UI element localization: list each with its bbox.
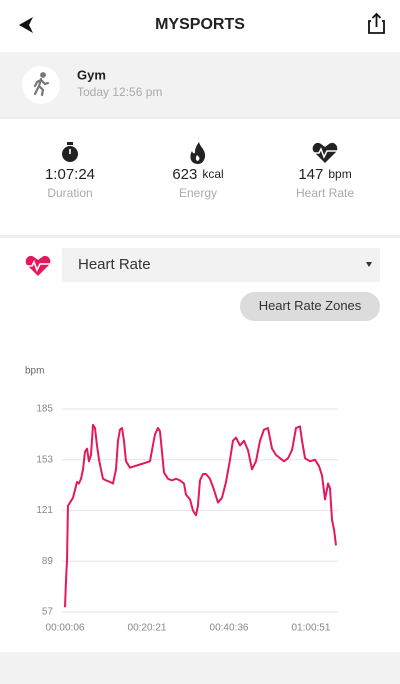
y-tick-label: 153 [36, 454, 53, 465]
stat-unit: bpm [328, 167, 351, 181]
y-tick-label: 89 [42, 556, 54, 567]
y-tick-label: 121 [36, 505, 53, 516]
stat-value: 623 kcal [172, 166, 223, 183]
stat-value: 147 bpm [298, 166, 351, 183]
energy-icon [190, 142, 206, 164]
x-tick-label: 00:20:21 [128, 623, 167, 634]
metric-icon [24, 255, 52, 276]
activity-icon-figure [33, 72, 50, 97]
stat-number: 147 [298, 166, 323, 183]
back-button[interactable] [19, 17, 33, 33]
chart: 57 89 121 153 185 00:00:06 00:20:21 00:40:36 01:… [36, 404, 338, 634]
stat-label: Duration [47, 186, 92, 200]
stat-label: Heart Rate [296, 186, 354, 200]
stat-number: 623 [172, 166, 197, 183]
activity-time: Today 12:56 pm [77, 85, 162, 99]
y-tick-label: 57 [42, 607, 54, 618]
duration-icon [62, 142, 78, 162]
metric-dropdown[interactable] [62, 248, 380, 282]
dropdown-arrow [366, 262, 372, 267]
heart-rate-line [64, 423, 338, 608]
heart-rate-icon [312, 142, 338, 163]
x-tick-label: 00:00:06 [46, 623, 85, 634]
activity-icon [22, 66, 60, 104]
activity-band [0, 52, 400, 118]
divider [0, 235, 400, 238]
y-axis-label: bpm [25, 366, 44, 377]
activity-name: Gym [77, 67, 106, 82]
share-button[interactable] [368, 12, 385, 34]
stat-value: 1:07:24 [45, 166, 95, 183]
x-tick-label: 01:00:51 [292, 623, 331, 634]
stat-unit: kcal [202, 167, 223, 181]
zones-button-label: Heart Rate Zones [259, 298, 362, 313]
stat-label: Energy [179, 186, 217, 200]
x-tick-label: 00:40:36 [210, 623, 249, 634]
zones-button[interactable] [240, 292, 380, 321]
y-tick-label: 185 [36, 404, 53, 415]
header-title: MYSPORTS [155, 16, 245, 33]
dropdown-value: Heart Rate [78, 256, 151, 273]
footer-band [0, 652, 400, 684]
